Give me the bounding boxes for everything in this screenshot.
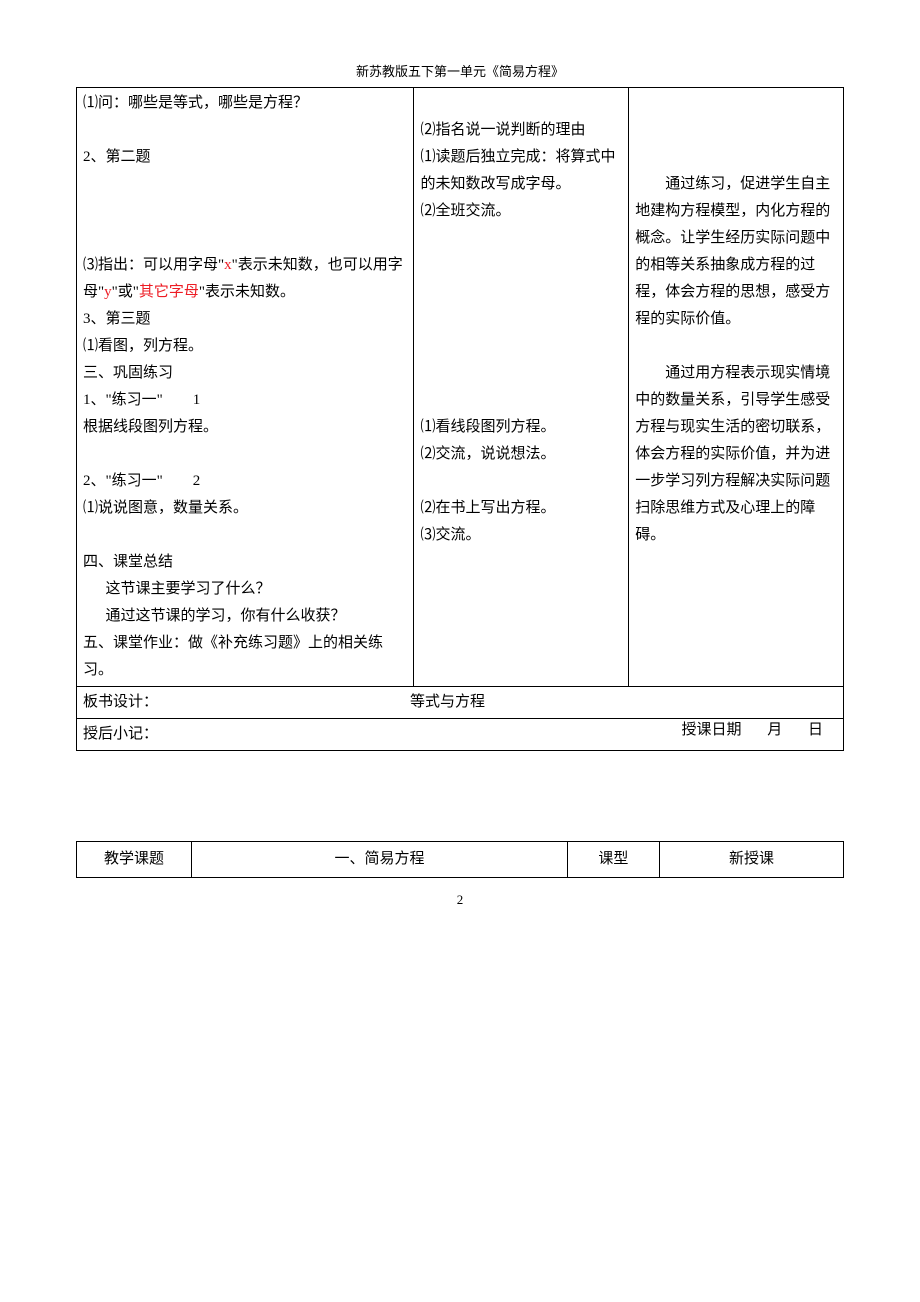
text-line	[83, 171, 407, 198]
text-line: ⑵交流，说说想法。	[420, 441, 622, 468]
text-line	[83, 522, 407, 549]
text-line: 2、"练习一" 2	[83, 468, 407, 495]
text-line	[420, 306, 622, 333]
text-line	[420, 279, 622, 306]
text-line: 3、第三题	[83, 306, 407, 333]
text-line: 五、课堂作业：做《补充练习题》上的相关练习。	[83, 630, 407, 684]
text-line: 通过练习，促进学生自主地建构方程模型，内化方程的概念。让学生经历实际问题中的相等…	[635, 171, 837, 333]
text-line	[420, 90, 622, 117]
next-lesson-header-table: 教学课题 一、简易方程 课型 新授课	[76, 841, 844, 878]
text-line: 四、课堂总结	[83, 549, 407, 576]
text-line	[420, 387, 622, 414]
text-line	[420, 468, 622, 495]
text-line	[420, 360, 622, 387]
teaching-process-col: ⑴问：哪些是等式，哪些是方程？ 2、第二题 ⑶指出：可以用字母"x"表示未知数，…	[77, 88, 414, 687]
board-design-section: 板书设计： 等式与方程	[77, 687, 844, 719]
lesson-plan-table: ⑴问：哪些是等式，哪些是方程？ 2、第二题 ⑶指出：可以用字母"x"表示未知数，…	[76, 87, 844, 751]
text-line	[635, 333, 837, 360]
text-line: ⑴问：哪些是等式，哪些是方程？	[83, 90, 407, 117]
text-line: ⑴说说图意，数量关系。	[83, 495, 407, 522]
text-line	[83, 441, 407, 468]
text-line	[83, 198, 407, 225]
text-line	[635, 90, 837, 117]
text-line	[83, 225, 407, 252]
text-line: 1、"练习一" 1	[83, 387, 407, 414]
class-type-value: 新授课	[659, 842, 843, 878]
class-type-label: 课型	[567, 842, 659, 878]
text-line: ⑴读题后独立完成：将算式中的未知数改写成字母。	[420, 144, 622, 198]
text-line: ⑵全班交流。	[420, 198, 622, 225]
text-line: ⑶交流。	[420, 522, 622, 549]
text-line: 通过这节课的学习，你有什么收获？	[83, 603, 407, 630]
text-line: 通过用方程表示现实情境中的数量关系，引导学生感受方程与现实生活的密切联系，体会方…	[635, 360, 837, 549]
page-number: 2	[76, 888, 844, 911]
text-line	[420, 225, 622, 252]
text-line: ⑴看图，列方程。	[83, 333, 407, 360]
board-design-title: 等式与方程	[158, 689, 837, 716]
text-line	[83, 117, 407, 144]
student-activity-col: ⑵指名说一说判断的理由⑴读题后独立完成：将算式中的未知数改写成字母。⑵全班交流。…	[414, 88, 629, 687]
lecture-date: 授课日期 月 日	[681, 717, 823, 744]
topic-value: 一、简易方程	[192, 842, 568, 878]
post-lesson-notes: 授后小记： 授课日期 月 日	[77, 719, 844, 751]
topic-label: 教学课题	[77, 842, 192, 878]
board-design-label: 板书设计：	[83, 689, 158, 716]
text-line	[635, 144, 837, 171]
text-line: ⑵在书上写出方程。	[420, 495, 622, 522]
text-line: ⑴看线段图列方程。	[420, 414, 622, 441]
text-line: 2、第二题	[83, 144, 407, 171]
text-line: ⑶指出：可以用字母"x"表示未知数，也可以用字母"y"或"其它字母"表示未知数。	[83, 252, 407, 306]
text-line: 三、巩固练习	[83, 360, 407, 387]
text-line: ⑵指名说一说判断的理由	[420, 117, 622, 144]
doc-header: 新苏教版五下第一单元《简易方程》	[76, 60, 844, 83]
design-intent-col: 通过练习，促进学生自主地建构方程模型，内化方程的概念。让学生经历实际问题中的相等…	[629, 88, 844, 687]
text-line	[635, 117, 837, 144]
text-line	[420, 333, 622, 360]
text-line: 根据线段图列方程。	[83, 414, 407, 441]
text-line: 这节课主要学习了什么？	[83, 576, 407, 603]
text-line	[420, 252, 622, 279]
